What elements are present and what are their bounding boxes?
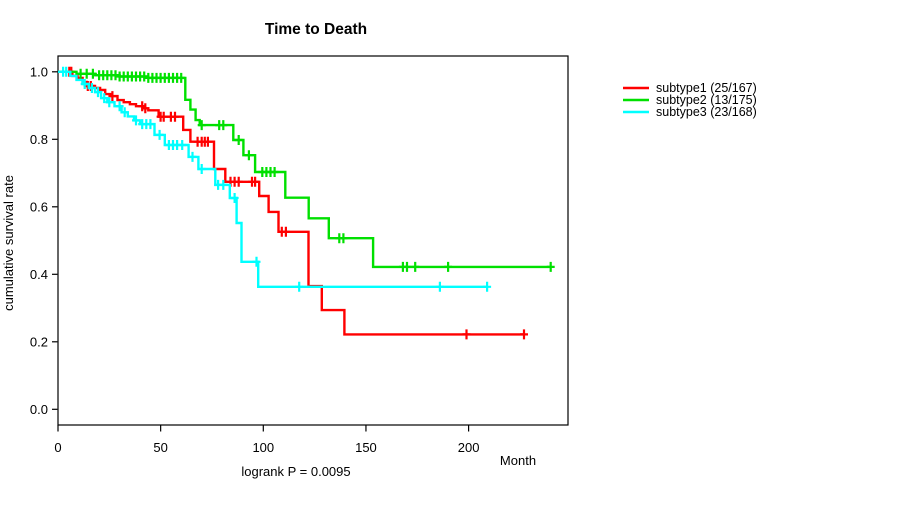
y-tick-label: 0.6 xyxy=(30,199,48,214)
censor-mark-subtype2 xyxy=(339,233,348,244)
censor-mark-subtype1 xyxy=(462,329,471,340)
censor-mark-subtype1 xyxy=(203,136,212,147)
legend-label-subtype3: subtype3 (23/168) xyxy=(656,105,757,119)
censor-mark-subtype3 xyxy=(146,119,155,130)
x-tick-label: 50 xyxy=(153,440,167,455)
x-tick-label: 100 xyxy=(252,440,274,455)
censor-mark-subtype3 xyxy=(252,256,261,267)
censor-mark-subtype2 xyxy=(197,120,206,131)
x-tick-label: 200 xyxy=(458,440,480,455)
legend-label-subtype1: subtype1 (25/167) xyxy=(656,81,757,95)
y-tick-label: 0.0 xyxy=(30,402,48,417)
censor-mark-subtype2 xyxy=(219,120,228,131)
legend-item-subtype1: subtype1 (25/167) xyxy=(623,81,757,95)
censor-mark-subtype2 xyxy=(140,71,149,82)
y-tick-label: 0.2 xyxy=(30,334,48,349)
censor-mark-subtype1 xyxy=(171,111,179,122)
censor-mark-subtype2 xyxy=(111,70,120,81)
censor-mark-subtype2 xyxy=(270,167,279,177)
legend-item-subtype3: subtype3 (23/168) xyxy=(623,105,757,119)
censor-mark-subtype3 xyxy=(80,79,89,89)
censor-mark-subtype2 xyxy=(444,261,453,272)
y-tick-label: 0.8 xyxy=(30,132,48,147)
plot-title: Time to Death xyxy=(265,21,367,38)
x-axis-title: Month xyxy=(500,453,536,468)
y-tick-label: 1.0 xyxy=(30,64,48,79)
censor-mark-subtype3 xyxy=(100,93,109,104)
censor-mark-subtype2 xyxy=(177,72,186,83)
censor-mark-subtype3 xyxy=(483,281,492,292)
km-curve-subtype2 xyxy=(58,70,551,269)
y-tick-label: 0.4 xyxy=(30,267,48,282)
censor-mark-subtype3 xyxy=(197,164,206,174)
censor-mark-subtype2 xyxy=(244,150,253,161)
legend-label-subtype2: subtype2 (13/175) xyxy=(656,93,757,107)
logrank-footnote: logrank P = 0.0095 xyxy=(241,464,350,479)
y-axis-title: cumulative survival rate xyxy=(1,175,16,311)
censor-mark-subtype3 xyxy=(219,179,228,190)
censor-mark-subtype3 xyxy=(188,151,197,162)
censor-mark-subtype2 xyxy=(546,261,555,272)
legend: subtype1 (25/167)subtype2 (13/175)subtyp… xyxy=(623,81,757,119)
censor-mark-subtype3 xyxy=(87,83,96,93)
censor-mark-subtype3 xyxy=(295,281,304,292)
censor-mark-subtype1 xyxy=(520,329,528,340)
censor-mark-subtype3 xyxy=(62,66,71,77)
km-curve-subtype3 xyxy=(58,70,488,288)
y-axis-ticks: 0.0 0.2 0.4 0.6 0.8 1.0 xyxy=(30,64,58,417)
censor-mark-subtype3 xyxy=(120,107,129,118)
x-tick-label: 0 xyxy=(54,440,61,455)
censor-mark-subtype1 xyxy=(281,226,290,237)
censor-mark-subtype3 xyxy=(105,97,114,108)
censor-mark-subtype3 xyxy=(94,87,102,98)
x-axis-ticks: 0 50 100 150 200 xyxy=(54,425,479,455)
censor-mark-subtype3 xyxy=(115,101,124,112)
censor-mark-subtype2 xyxy=(234,135,243,145)
censor-mark-subtype1 xyxy=(234,176,243,187)
censor-mark-subtype1 xyxy=(108,91,117,102)
censor-mark-subtype2 xyxy=(411,261,420,272)
x-tick-label: 150 xyxy=(355,440,377,455)
censor-mark-subtype1 xyxy=(159,111,168,122)
censor-mark-subtype3 xyxy=(132,115,140,126)
censor-mark-subtype3 xyxy=(435,281,444,292)
plot-box xyxy=(57,55,569,426)
censor-mark-subtype1 xyxy=(251,176,260,187)
censor-mark-subtype2 xyxy=(403,261,411,272)
censor-mark-subtype3 xyxy=(155,129,164,140)
km-curves xyxy=(58,66,555,340)
censor-mark-subtype3 xyxy=(178,140,187,150)
censor-mark-subtype2 xyxy=(88,68,97,79)
censor-mark-subtype1 xyxy=(141,103,150,114)
censor-mark-subtype3 xyxy=(230,193,239,203)
legend-item-subtype2: subtype2 (13/175) xyxy=(623,93,757,107)
